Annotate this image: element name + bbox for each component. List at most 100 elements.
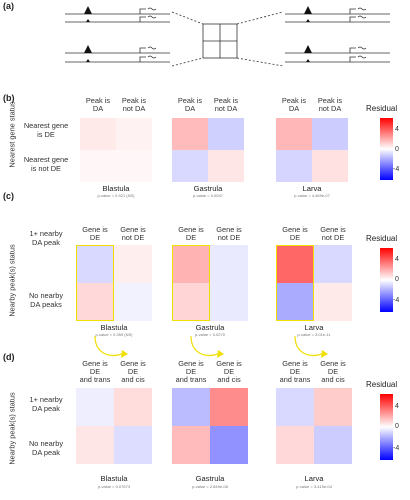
legend-tick-d-2: 0 [395, 423, 399, 430]
panel-b-stage-gastrula: Gastrula [193, 184, 223, 193]
heatmap-cell [76, 283, 114, 321]
heatmap-cell [208, 118, 244, 150]
heatmap-cell [314, 283, 352, 321]
highlight-box-gastrula [172, 245, 210, 321]
panel-d-stage-blastula: Blastula [100, 474, 128, 483]
heatmap-cell [76, 426, 114, 464]
panel-d-larva-col-label-1: Gene is DE and trans [279, 359, 311, 384]
panel-label-a: (a) [3, 1, 14, 11]
heatmap-cell [172, 245, 210, 283]
heatmap-cell [210, 283, 248, 321]
legend-tick-c-3: -4 [393, 297, 400, 304]
heatmap-cell [314, 388, 352, 426]
panel-d-gastrula-col-label-1: Gene is DE and trans [175, 359, 207, 384]
panel-b-blastula-col-label-1: Peak is DA [85, 96, 111, 113]
heatmap-cell [276, 283, 314, 321]
heatmap-cell [172, 426, 210, 464]
panel-c-larva-col-label-2: Gene is not DE [320, 225, 346, 242]
heatmap-cell [210, 426, 248, 464]
highlight-box-larva [276, 245, 314, 321]
heatmap-cell [80, 118, 116, 150]
legend-tick-d-3: -4 [393, 445, 400, 452]
heatmap-cell [172, 388, 210, 426]
panel-c-stage-gastrula: Gastrula [195, 323, 225, 332]
panel-c-pvalue-gastrula: p-value = 0.0270 [195, 332, 225, 337]
panel-b-stage-blastula: Blastula [102, 184, 130, 193]
panel-label-b: (b) [3, 93, 15, 103]
heatmap-cell [208, 150, 244, 182]
panel-c-gastrula-col-label-2: Gene is not DE [216, 225, 242, 242]
legend-title-d: Residual [366, 380, 398, 389]
panel-c-row-label-2: No nearby DA peaks [28, 291, 64, 309]
heatmap-cell [276, 388, 314, 426]
panel-d-stage-larva: Larva [304, 474, 324, 483]
heatmap-cell [114, 245, 152, 283]
legend-colorbar-c [380, 248, 393, 312]
heatmap-cell [80, 150, 116, 182]
panel-d-blastula-col-label-1: Gene is DE and trans [79, 359, 111, 384]
panel-b-larva-col-label-1: Peak is DA [281, 96, 307, 113]
heatmap-cell [210, 388, 248, 426]
panel-c-pvalue-larva: p-value = 3.01e-11 [297, 332, 331, 337]
panel-b-row-label-2: Nearest gene is not DE [23, 155, 69, 173]
panel-b-y-title: Nearest gene status [7, 101, 17, 168]
legend-colorbar-b [380, 118, 393, 180]
panel-c-gastrula-col-label-1: Gene is DE [178, 225, 204, 242]
panel-c-blastula-col-label-2: Gene is not DE [120, 225, 146, 242]
heatmap-cell [276, 426, 314, 464]
heatmap-cell [314, 426, 352, 464]
panel-d-row-label-2: No nearby DA peak [28, 439, 64, 457]
heatmap-cell [76, 245, 114, 283]
panel-b-pvalue-larva: p-value = 4.469e-07 [294, 193, 330, 198]
panel-b-gastrula-col-label-1: Peak is DA [177, 96, 203, 113]
heatmap-cell [116, 150, 152, 182]
heatmap-cell [114, 426, 152, 464]
panel-d-y-title: Nearby peak(s) status [7, 392, 17, 465]
panel-d-blastula-col-label-2: Gene is DE and cis [120, 359, 146, 384]
panel-b-blastula-col-label-2: Peak is not DA [121, 96, 147, 113]
heatmap-cell [114, 388, 152, 426]
heatmap-cell [172, 150, 208, 182]
heatmap-cell [210, 245, 248, 283]
panel-d-row-label-1: 1+ nearby DA peak [29, 395, 63, 413]
legend-tick-c-1: 4 [395, 256, 399, 263]
schematic-diagram [65, 6, 390, 67]
legend-title-b: Residual [366, 104, 398, 113]
heatmap-cell [314, 245, 352, 283]
heatmap-cell [116, 118, 152, 150]
panel-c-y-title: Nearby peak(s) status [7, 244, 17, 317]
panel-b-pvalue-gastrula: p-value = 0.0047 [193, 193, 223, 198]
heatmap-cell [172, 118, 208, 150]
panel-d-stage-gastrula: Gastrula [195, 474, 225, 483]
connector-arrows [94, 335, 328, 358]
legend-title-c: Residual [366, 234, 398, 243]
panel-c-larva-col-label-1: Gene is DE [282, 225, 308, 242]
heatmap-cell [114, 283, 152, 321]
panel-b-pvalue-blastula: p-value = 0.921 (NS) [97, 193, 135, 198]
panel-b-row-label-1: Nearest gene is DE [23, 121, 69, 139]
panel-label-c: (c) [3, 191, 14, 201]
panel-c-pvalue-blastula: p-value = 0.359 (NS) [95, 332, 133, 337]
legend-colorbar-d [380, 394, 393, 460]
panel-c-row-label-1: 1+ nearby DA peak [29, 229, 63, 247]
panel-d-gastrula-col-label-2: Gene is DE and cis [216, 359, 242, 384]
panel-c-blastula-col-label-1: Gene is DE [82, 225, 108, 242]
heatmap-cell [172, 283, 210, 321]
heatmap-cell [276, 245, 314, 283]
panel-d-larva-col-label-2: Gene is DE and cis [320, 359, 346, 384]
panel-c-stage-blastula: Blastula [100, 323, 128, 332]
heatmap-cell [276, 150, 312, 182]
legend-tick-d-1: 4 [395, 403, 399, 410]
panel-b-gastrula-col-label-2: Peak is not DA [213, 96, 239, 113]
legend-tick-b-3: -4 [393, 166, 400, 173]
heatmap-cell [312, 118, 348, 150]
heatmap-cell [312, 150, 348, 182]
heatmap-cell [276, 118, 312, 150]
panel-d-pvalue-blastula: p-value = 0.07673 [97, 484, 131, 489]
highlight-box-blastula [76, 245, 114, 321]
panel-label-d: (d) [3, 352, 15, 362]
panel-c-stage-larva: Larva [304, 323, 324, 332]
panel-b-stage-larva: Larva [302, 184, 322, 193]
legend-tick-c-2: 0 [395, 276, 399, 283]
panel-d-pvalue-gastrula: p-value = 2.849e-08 [192, 484, 228, 489]
